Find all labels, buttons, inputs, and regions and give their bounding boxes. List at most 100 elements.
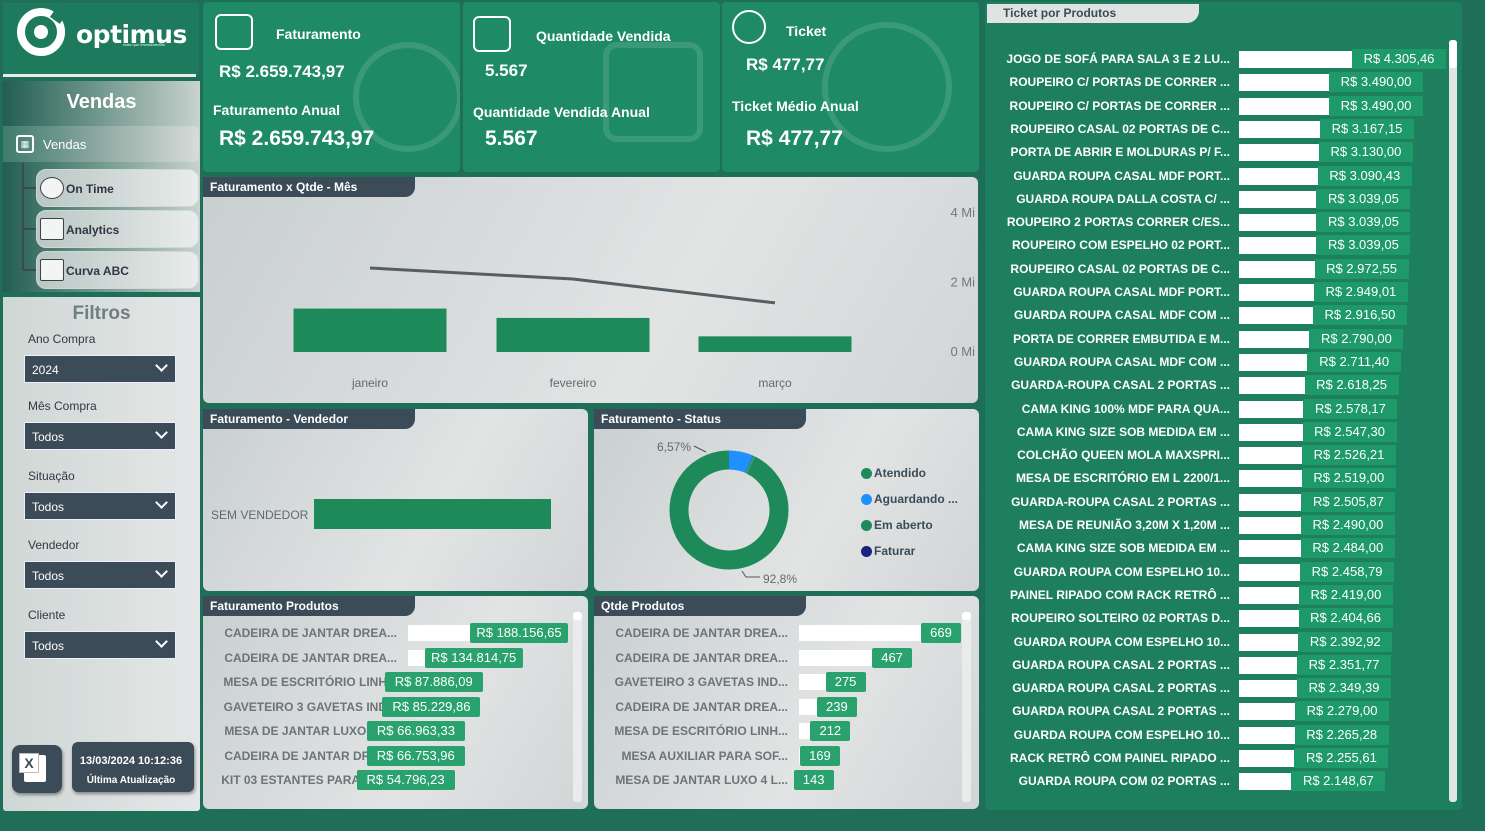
legend-label[interactable]: Atendido <box>874 466 926 480</box>
ticket-bar[interactable] <box>1239 190 1325 208</box>
ticket-product-name: GUARDA ROUPA CASAL 2 PORTAS ... <box>1012 681 1230 696</box>
ticket-bar[interactable] <box>1239 377 1313 395</box>
donut-slice[interactable] <box>669 450 789 570</box>
scrollbar-thumb[interactable] <box>573 612 582 620</box>
ticket-bar[interactable] <box>1239 144 1327 162</box>
ticket-product-name: GUARDA ROUPA CASAL MDF PORT... <box>1013 168 1230 183</box>
ticket-bar[interactable] <box>1239 750 1303 767</box>
legend-label[interactable]: Faturar <box>874 544 916 558</box>
card-payment-icon <box>473 16 511 52</box>
ticket-product-name: RACK RETRÔ COM PAINEL RIPADO ... <box>1009 751 1230 765</box>
logo-icon <box>17 8 65 56</box>
ticket-bar[interactable] <box>1239 680 1306 698</box>
kpi-value: R$ 477,77 <box>746 55 825 74</box>
ticket-bar[interactable] <box>1239 726 1303 744</box>
line-chart-icon <box>40 259 64 281</box>
scrollbar-thumb[interactable] <box>962 612 971 620</box>
filter-situacao-value: Todos <box>32 500 65 514</box>
excel-icon: X <box>19 753 39 773</box>
filter-cliente-select[interactable]: Todos <box>24 631 176 659</box>
ticket-value: R$ 2.349,39 <box>1297 678 1392 699</box>
ticket-product-name: GUARDA ROUPA CASAL MDF COM ... <box>1014 308 1230 323</box>
panel-title: Faturamento - Status <box>594 409 806 429</box>
ticket-bar[interactable] <box>1239 493 1310 511</box>
ticket-value: R$ 2.519,00 <box>1301 468 1396 489</box>
ticket-bar[interactable] <box>1239 260 1323 278</box>
ticket-bar[interactable] <box>1239 633 1307 651</box>
qty-line[interactable] <box>369 266 776 305</box>
x-tick-label: março <box>758 376 792 390</box>
sidebar-title: Vendas <box>66 91 137 113</box>
ticket-bar[interactable] <box>1239 703 1304 721</box>
ticket-product-name: GUARDA ROUPA COM ESPELHO 10... <box>1013 564 1230 579</box>
nav-item-curva-abc-label: Curva ABC <box>66 264 129 278</box>
scrollbar-thumb[interactable] <box>1449 40 1457 68</box>
dollar-circle-icon <box>732 10 766 44</box>
month-bar[interactable] <box>496 317 650 352</box>
ticket-bar[interactable] <box>1239 447 1310 465</box>
product-name: MESA AUXILIAR PARA SOF... <box>621 748 788 763</box>
scrollbar[interactable] <box>573 612 582 802</box>
kpi-title: Quantidade Vendida <box>536 28 671 44</box>
legend-dot <box>861 546 872 557</box>
ticket-bar[interactable] <box>1239 330 1318 348</box>
donut-label-large: 92,8% <box>763 572 798 586</box>
ticket-bar[interactable] <box>1239 214 1325 232</box>
ticket-bar[interactable] <box>1239 563 1309 581</box>
last-update-box <box>72 742 194 792</box>
product-name: MESA DE JANTAR LUXO 4 L... <box>224 724 397 738</box>
scrollbar[interactable] <box>962 612 971 802</box>
kpi-card-faturamento: Faturamento R$ 2.659.743,97 Faturamento … <box>203 2 460 172</box>
ticket-bar[interactable] <box>1239 353 1316 371</box>
donut-label-small: 6,57% <box>657 440 692 454</box>
ticket-product-name: GUARDA-ROUPA CASAL 2 PORTAS ... <box>1011 378 1230 393</box>
nav-item-vendas[interactable] <box>3 126 199 162</box>
ticket-bar[interactable] <box>1239 74 1338 92</box>
month-bar[interactable] <box>698 336 852 352</box>
ticket-bar[interactable] <box>1239 167 1326 185</box>
ticket-bar[interactable] <box>1239 610 1307 628</box>
product-bar[interactable] <box>799 625 961 641</box>
ticket-bar[interactable] <box>1239 120 1328 138</box>
ticket-bar[interactable] <box>1239 773 1300 791</box>
ticket-value: R$ 2.711,40 <box>1307 351 1402 372</box>
ticket-value: R$ 2.484,00 <box>1300 538 1395 559</box>
x-tick-label: fevereiro <box>550 376 597 390</box>
ticket-value: R$ 3.167,15 <box>1320 118 1414 139</box>
ticket-bar[interactable] <box>1239 656 1306 674</box>
ticket-bar[interactable] <box>1239 423 1311 441</box>
ticket-bar[interactable] <box>1239 97 1338 115</box>
filter-mes-select[interactable]: Todos <box>24 422 176 450</box>
filter-ano-select[interactable]: 2024 <box>24 355 176 383</box>
ticket-product-name: GUARDA-ROUPA CASAL 2 PORTAS ... <box>1011 494 1230 509</box>
ticket-bar[interactable] <box>1239 400 1312 418</box>
scrollbar[interactable] <box>1449 40 1457 802</box>
legend-label[interactable]: Aguardando ... <box>874 492 958 506</box>
ticket-bar[interactable] <box>1239 470 1310 488</box>
ticket-product-name: PORTA DE ABRIR E MOLDURAS P/ F... <box>1010 145 1230 160</box>
filter-vendedor-select[interactable]: Todos <box>24 561 176 589</box>
y-tick-label: 2 Mi <box>950 275 975 290</box>
ticket-bar[interactable] <box>1239 586 1307 604</box>
ticket-bar[interactable] <box>1239 307 1321 325</box>
filter-situacao-select[interactable]: Todos <box>24 492 176 520</box>
kpi-subtitle: Faturamento Anual <box>213 102 341 118</box>
nav-item-analytics[interactable] <box>36 210 199 248</box>
month-bar[interactable] <box>293 308 447 352</box>
legend-label[interactable]: Em aberto <box>874 518 933 532</box>
chevron-down-icon <box>155 496 168 509</box>
ticket-bar[interactable] <box>1239 540 1309 558</box>
ticket-product-name: ROUPEIRO C/ PORTAS DE CORRER ... <box>1009 98 1230 113</box>
panel-title: Faturamento - Vendedor <box>203 409 415 429</box>
ticket-bar[interactable] <box>1239 517 1309 534</box>
ticket-product-name: GUARDA ROUPA CASAL 2 PORTAS ... <box>1012 704 1230 719</box>
divider <box>3 74 196 77</box>
ticket-value: R$ 2.949,01 <box>1313 282 1408 302</box>
legend-dot <box>861 494 872 505</box>
ticket-bar[interactable] <box>1239 51 1360 68</box>
dollar-watermark-icon <box>822 22 952 152</box>
vendor-bar[interactable] <box>314 499 551 529</box>
ticket-bar[interactable] <box>1239 284 1322 301</box>
product-value: 275 <box>825 672 866 692</box>
ticket-bar[interactable] <box>1239 237 1325 255</box>
